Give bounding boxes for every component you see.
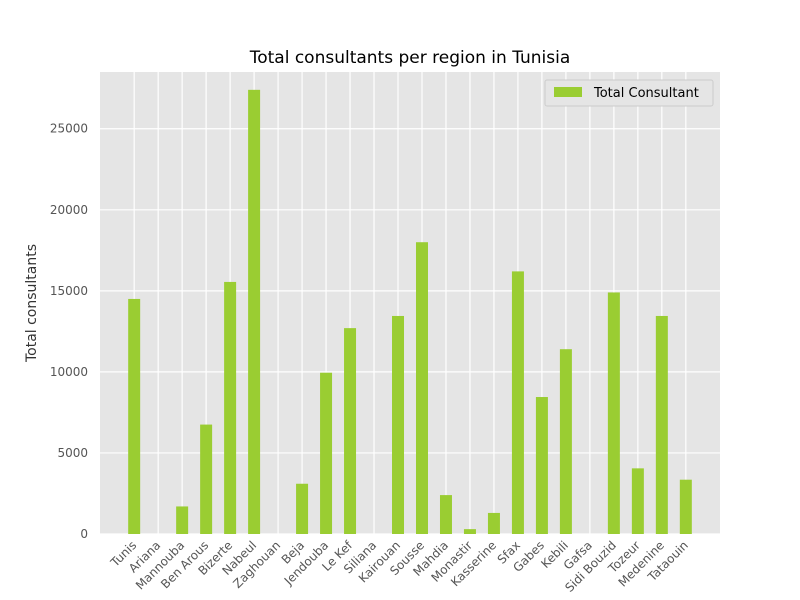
y-axis-label: Total consultants [24, 244, 40, 363]
y-tick-label: 5000 [57, 446, 88, 460]
bar-monastir [463, 529, 476, 534]
y-tick-label: 25000 [50, 122, 88, 136]
bar-kairouan [392, 315, 405, 534]
legend-swatch [554, 87, 582, 97]
legend-box [544, 79, 714, 107]
plot-area [100, 72, 720, 534]
bar-beja [296, 483, 309, 534]
y-tick-label: 10000 [50, 365, 88, 379]
y-tick-label: 20000 [50, 203, 88, 217]
bar-ben-arous [200, 424, 213, 534]
bar-jendouba [320, 372, 333, 534]
legend-label: Total Consultant [593, 86, 699, 101]
bar-sidi-bouzid [607, 292, 620, 534]
bar-gabes [535, 397, 548, 534]
y-tick-label: 15000 [50, 284, 88, 298]
bar-tataouin [679, 479, 692, 534]
bar-mannouba [176, 506, 189, 534]
bars [128, 89, 692, 535]
chart-title: Total consultants per region in Tunisia [249, 48, 571, 68]
y-tick-label: 0 [80, 527, 88, 541]
bar-tozeur [631, 468, 644, 534]
bar-mahdia [439, 495, 452, 534]
bar-bizerte [224, 281, 237, 534]
y-axis-ticks: 0 5000 10000 15000 20000 25000 [50, 122, 88, 541]
bar-sfax [511, 271, 524, 534]
bar-sousse [415, 242, 428, 535]
bar-kebili [559, 349, 572, 534]
bar-medenine [655, 315, 668, 534]
bar-kasserine [487, 512, 500, 534]
legend: Total Consultant [544, 79, 714, 107]
bar-le-kef [344, 328, 357, 534]
bar-nabeul [248, 89, 261, 535]
bar-tunis [128, 298, 141, 534]
